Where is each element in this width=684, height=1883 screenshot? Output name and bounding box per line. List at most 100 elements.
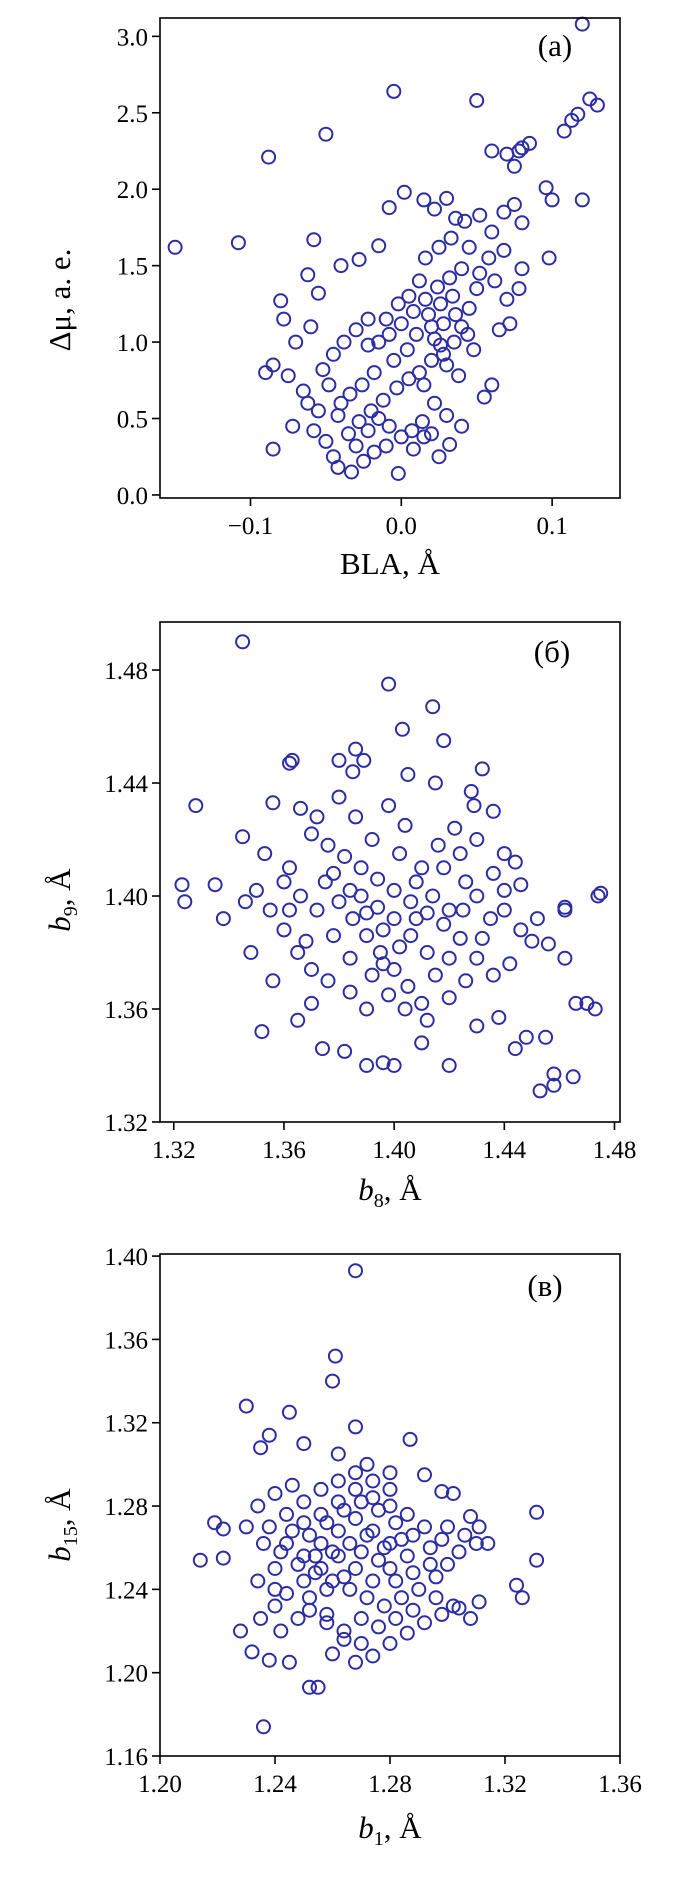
panel-c-data-point	[256, 1536, 271, 1551]
panel-c-data-point	[411, 1581, 427, 1597]
panel-b-data-point	[496, 846, 512, 862]
panel-a-data-point	[416, 192, 432, 208]
panel-a-data-point	[360, 337, 376, 353]
panel-a-data-point	[371, 334, 387, 350]
panel-a-data-point	[375, 392, 391, 408]
panel-a-data-point	[336, 334, 352, 350]
panel-c-data-point	[296, 1573, 312, 1589]
panel-b-data-point	[507, 854, 523, 870]
panel-c-data-point	[253, 1440, 269, 1456]
panel-a-data-point	[443, 230, 459, 246]
panel-b-data-point	[331, 752, 347, 768]
panel-c-data-point	[281, 1404, 297, 1420]
panel-c-data-point	[348, 1263, 363, 1279]
panel-c-ytick-label: 1.28	[104, 1494, 148, 1521]
panel-b-data-point	[282, 755, 297, 771]
panel-b-data-point	[403, 894, 419, 910]
panel-b-data-point	[386, 911, 402, 927]
panel-b-data-point	[375, 956, 391, 972]
panel-b-data-point	[248, 882, 264, 898]
panel-a-data-point	[386, 352, 402, 368]
panel-c-data-point	[399, 1548, 415, 1564]
panel-a-data-point	[378, 311, 394, 327]
panel-c-data-point	[388, 1611, 404, 1626]
panel-c-data-point	[342, 1536, 358, 1551]
panel-a-data-point	[408, 326, 424, 342]
panel-a-data-point	[538, 180, 554, 196]
panel-c: b15, Å 1.20 1.24 1.28 1.32 1.361.161.201.241…	[42, 1244, 642, 1850]
panel-c-data-point	[359, 1590, 375, 1606]
panel-a-data-point	[436, 346, 451, 362]
panel-b-data-point	[485, 865, 501, 881]
panel-c-data-point	[440, 1519, 455, 1535]
panel-b-data-point	[392, 939, 408, 955]
panel-b-data-point	[290, 945, 306, 960]
panel-c-data-point	[422, 1556, 438, 1572]
panel-a-ytick-label: 0.5	[117, 407, 148, 434]
panel-b-ylabel-tail: , Å	[42, 868, 77, 907]
panel-b-ylabel-sub: 9	[60, 906, 82, 916]
panel-a-data-point	[424, 319, 439, 335]
panel-a-ytick-label: 2.5	[117, 101, 148, 128]
panel-b-ytick-label: 1.36	[104, 997, 148, 1024]
panel-c-data-point	[480, 1536, 496, 1551]
panel-b-data-point	[315, 1041, 330, 1057]
panel-a-data-point	[318, 433, 334, 449]
panel-a-xtick-label: −0.1	[228, 513, 273, 540]
panel-a-data-point	[514, 140, 530, 156]
panel-c-data-point	[296, 1494, 312, 1510]
panel-a-data-point	[265, 357, 281, 373]
panel-b-data-point	[469, 950, 485, 966]
panel-c-data-point	[325, 1646, 340, 1662]
panel-a-data-point	[484, 143, 500, 159]
panel-c-ylabel-tail: , Å	[42, 1488, 77, 1527]
panel-b-data-point	[337, 849, 353, 864]
panel-b-data-point	[207, 877, 223, 893]
panel-a-data-point	[310, 403, 326, 419]
panel-a-frame	[159, 17, 621, 499]
panel-b-data-point	[276, 874, 292, 890]
panel-b-data-point	[265, 795, 281, 811]
panel-a-xtick-label: 0.1	[537, 513, 568, 540]
panel-b-data-point	[452, 846, 468, 862]
panel-b-data-point	[425, 699, 441, 715]
panel-b-data-point	[262, 902, 278, 918]
panel-b-data-point	[430, 837, 446, 853]
panel-b-data-point	[188, 798, 204, 814]
panel-b-xtick-label: 1.40	[372, 1137, 416, 1164]
panel-c-data-point	[359, 1456, 375, 1472]
panel-a-data-point	[499, 291, 515, 307]
panel-c-data-point	[348, 1465, 363, 1481]
panel-b-data-point	[386, 882, 402, 898]
panel-c-data-point	[529, 1504, 545, 1520]
panel-c-data-point	[284, 1477, 300, 1493]
panel-a-data-point	[454, 418, 470, 434]
panel-c-data-point	[267, 1581, 283, 1597]
panel-b-data-point	[593, 885, 609, 901]
panel-b-data-point	[282, 902, 297, 918]
panel-b-data-point	[452, 930, 468, 946]
panel-c-data-point	[330, 1523, 346, 1539]
panel-a-data-point	[360, 423, 376, 439]
panel-c-xtick-label: 1.20	[138, 1771, 182, 1798]
panel-c-data-point	[348, 1481, 363, 1497]
panel-c-data-point	[342, 1581, 358, 1597]
panel-c-data-point	[376, 1540, 392, 1556]
panel-b-data-point	[348, 809, 364, 825]
panel-b-data-point	[177, 894, 193, 910]
panel-a-ytick-label: 3.0	[117, 24, 148, 51]
panel-a-data-point	[433, 337, 448, 353]
panel-c-data-point	[238, 1519, 254, 1535]
panel-a-data-point	[445, 288, 461, 304]
panel-a-data-point	[306, 232, 322, 248]
panel-b-data-point	[359, 1001, 375, 1017]
panel-a-data-point	[405, 441, 421, 457]
panel-a-data-point	[522, 135, 537, 151]
panel-a-data-point	[366, 365, 382, 381]
panel-c-ytick-label: 1.32	[104, 1411, 148, 1438]
panel-c-data-point	[267, 1561, 283, 1576]
panel-a-ytick-label: 0.0	[117, 483, 148, 510]
panel-b-ytick-label: 1.48	[104, 658, 148, 685]
panel-a-data-point	[378, 438, 394, 454]
panel-c-data-point	[261, 1652, 277, 1668]
